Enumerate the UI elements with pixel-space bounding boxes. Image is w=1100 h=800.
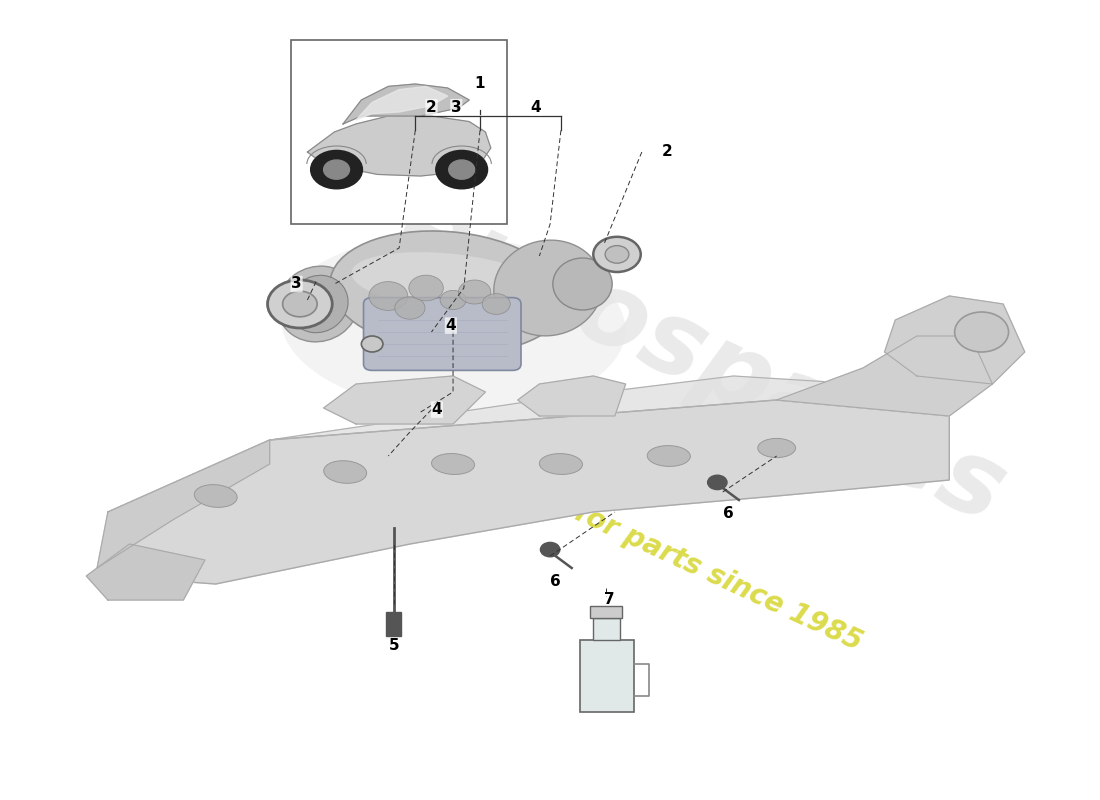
- Text: 5: 5: [388, 638, 399, 653]
- Circle shape: [362, 336, 383, 352]
- Ellipse shape: [351, 252, 543, 311]
- Ellipse shape: [553, 258, 613, 310]
- Circle shape: [605, 246, 629, 263]
- Circle shape: [707, 475, 727, 490]
- Polygon shape: [307, 116, 491, 176]
- Ellipse shape: [280, 236, 625, 412]
- Text: 6: 6: [723, 506, 734, 521]
- Polygon shape: [323, 376, 485, 424]
- Text: 4: 4: [531, 100, 541, 114]
- Text: 1: 1: [475, 76, 485, 90]
- Circle shape: [593, 237, 640, 272]
- Circle shape: [283, 291, 317, 317]
- Text: 2: 2: [426, 100, 437, 114]
- Circle shape: [436, 150, 487, 189]
- Ellipse shape: [494, 240, 602, 336]
- FancyBboxPatch shape: [363, 298, 521, 370]
- Polygon shape: [777, 336, 992, 416]
- Ellipse shape: [758, 438, 795, 458]
- Ellipse shape: [539, 454, 583, 474]
- Text: 2: 2: [661, 145, 672, 159]
- Bar: [386, 612, 402, 636]
- Circle shape: [409, 275, 443, 301]
- Polygon shape: [356, 86, 448, 120]
- Polygon shape: [86, 544, 205, 600]
- Ellipse shape: [277, 266, 359, 342]
- Text: eurospares: eurospares: [382, 175, 1021, 545]
- Polygon shape: [270, 376, 949, 440]
- Ellipse shape: [195, 485, 238, 507]
- Circle shape: [449, 160, 474, 179]
- Polygon shape: [343, 84, 470, 124]
- Circle shape: [440, 290, 466, 310]
- Text: 3: 3: [451, 100, 462, 114]
- Polygon shape: [884, 296, 1025, 384]
- Circle shape: [267, 280, 332, 328]
- Polygon shape: [108, 400, 949, 584]
- Bar: [581, 640, 635, 712]
- Circle shape: [459, 280, 491, 304]
- Bar: [593, 618, 620, 640]
- Text: 4: 4: [431, 402, 442, 417]
- Circle shape: [323, 160, 350, 179]
- Polygon shape: [97, 440, 270, 568]
- Circle shape: [482, 294, 510, 314]
- Text: 6: 6: [550, 574, 561, 589]
- Ellipse shape: [647, 446, 691, 466]
- Ellipse shape: [288, 275, 348, 333]
- Text: 4: 4: [446, 318, 456, 333]
- Text: 3: 3: [292, 277, 302, 291]
- Ellipse shape: [323, 461, 366, 483]
- Bar: [292, 40, 507, 224]
- Circle shape: [310, 150, 362, 189]
- Text: a passion for parts since 1985: a passion for parts since 1985: [428, 432, 867, 656]
- Ellipse shape: [330, 231, 565, 353]
- Circle shape: [955, 312, 1009, 352]
- Circle shape: [368, 282, 408, 310]
- Polygon shape: [518, 376, 626, 416]
- Text: 7: 7: [604, 593, 615, 607]
- Circle shape: [395, 297, 425, 319]
- Ellipse shape: [431, 454, 474, 474]
- Circle shape: [540, 542, 560, 557]
- Bar: [590, 606, 623, 618]
